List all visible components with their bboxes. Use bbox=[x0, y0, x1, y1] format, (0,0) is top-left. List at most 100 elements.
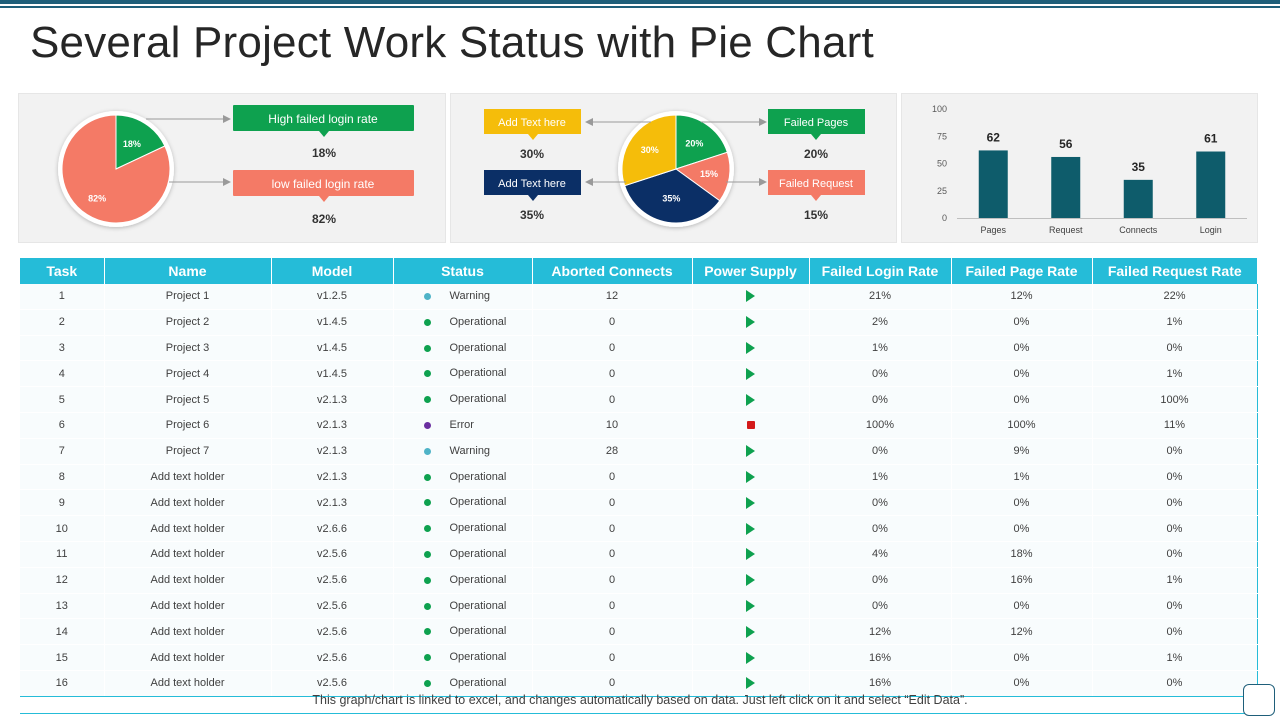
table-row[interactable]: 3 Project 3 v1.4.5 Operational 0 1% 0% 0% bbox=[20, 335, 1258, 362]
cell-power-supply bbox=[692, 284, 810, 310]
table-row[interactable]: 5 Project 5 v2.1.3 Operational 0 0% 0% 100% bbox=[20, 386, 1258, 413]
power-on-icon bbox=[746, 548, 755, 561]
cell-failed-request-rate: 1% bbox=[1092, 360, 1258, 388]
cell-failed-login-rate: 21% bbox=[809, 284, 952, 310]
table-row[interactable]: 2 Project 2 v1.4.5 Operational 0 2% 0% 1% bbox=[20, 309, 1258, 336]
cell-failed-request-rate: 0% bbox=[1092, 515, 1258, 542]
table-row[interactable]: 8 Add text holder v2.1.3 Operational 0 1% 1% 0% bbox=[20, 464, 1258, 491]
cell-name: Project 5 bbox=[104, 386, 272, 413]
col-header-status[interactable]: Status bbox=[393, 258, 533, 284]
bar-chart: 0 25 50 75 100 62 Pages 56 Request 35 Connects 61 L… bbox=[932, 104, 1247, 235]
cell-aborted-connects: 0 bbox=[532, 670, 693, 697]
table-row[interactable]: 15 Add text holder v2.5.6 Operational 0 16% 0%… bbox=[20, 644, 1258, 671]
callout-pointer bbox=[319, 196, 329, 202]
bar-value-label: 56 bbox=[1059, 137, 1073, 151]
table-row[interactable]: 14 Add text holder v2.5.6 Operational 0 12% 12… bbox=[20, 618, 1258, 646]
cell-power-supply bbox=[692, 644, 810, 671]
table-row[interactable]: 13 Add text holder v2.5.6 Operational 0 0% 0% 0… bbox=[20, 593, 1258, 620]
cell-aborted-connects: 0 bbox=[532, 335, 693, 362]
col-header-power-supply[interactable]: Power Supply bbox=[692, 258, 810, 284]
cell-name: Project 2 bbox=[104, 309, 272, 336]
power-on-icon bbox=[746, 625, 755, 638]
bar-value-label: 61 bbox=[1204, 132, 1218, 146]
col-header-aborted-connects[interactable]: Aborted Connects bbox=[532, 258, 693, 284]
table-row[interactable]: 10 Add text holder v2.6.6 Operational 0 0% 0% 0… bbox=[20, 515, 1258, 542]
col-header-model[interactable]: Model bbox=[271, 258, 394, 284]
cell-failed-page-rate: 18% bbox=[951, 541, 1093, 568]
failure-pie-slice-2 bbox=[624, 168, 721, 224]
cell-power-supply bbox=[692, 335, 810, 362]
cell-status: Operational bbox=[393, 464, 533, 491]
power-on-icon bbox=[746, 651, 755, 664]
cell-model: v1.2.5 bbox=[271, 284, 394, 310]
status-dot-icon bbox=[423, 550, 431, 558]
cell-failed-request-rate: 1% bbox=[1092, 567, 1258, 594]
cell-task: 1 bbox=[20, 284, 105, 310]
status-dot-icon bbox=[423, 525, 431, 533]
status-text: Operational bbox=[449, 470, 507, 483]
cell-task: 7 bbox=[20, 438, 105, 465]
login-pie-chart: 18% 82% High failed login rate 18% low fa… bbox=[58, 105, 414, 227]
status-text: Operational bbox=[449, 341, 507, 354]
col-header-failed-request-rate[interactable]: Failed Request Rate bbox=[1092, 258, 1257, 284]
cell-model: v2.1.3 bbox=[271, 412, 394, 439]
power-on-icon bbox=[746, 574, 755, 587]
cell-task: 9 bbox=[20, 489, 105, 517]
cell-status: Operational bbox=[393, 618, 533, 646]
bar-connects bbox=[1123, 179, 1153, 218]
power-on-icon bbox=[746, 316, 755, 329]
callout-value-pages: 20% bbox=[804, 147, 828, 161]
cell-status: Warning bbox=[393, 284, 533, 310]
status-text: Operational bbox=[449, 625, 507, 638]
cell-task: 10 bbox=[20, 515, 105, 542]
cell-model: v1.4.5 bbox=[271, 309, 394, 336]
status-dot-icon bbox=[423, 421, 431, 429]
power-on-icon bbox=[746, 600, 755, 612]
power-on-icon bbox=[746, 393, 755, 406]
cell-status: Operational bbox=[393, 644, 533, 671]
cell-model: v2.5.6 bbox=[271, 567, 394, 594]
callout-pointer bbox=[528, 134, 538, 140]
col-header-failed-login-rate[interactable]: Failed Login Rate bbox=[809, 258, 952, 284]
table-bottom-line bbox=[20, 713, 1257, 714]
cell-status: Error bbox=[393, 412, 533, 439]
cell-power-supply bbox=[692, 670, 810, 697]
col-header-name[interactable]: Name bbox=[104, 258, 272, 284]
col-header-task[interactable]: Task bbox=[20, 258, 105, 284]
cell-failed-login-rate: 0% bbox=[809, 593, 952, 620]
cell-failed-page-rate: 1% bbox=[951, 464, 1093, 491]
cell-name: Add text holder bbox=[104, 489, 272, 517]
status-dot-icon bbox=[423, 602, 431, 610]
cell-model: v2.5.6 bbox=[271, 670, 394, 697]
cell-model: v2.1.3 bbox=[271, 464, 394, 491]
status-dot-icon bbox=[423, 293, 431, 300]
cell-name: Project 3 bbox=[104, 335, 272, 362]
cell-model: v2.1.3 bbox=[271, 438, 394, 465]
callout-box-yellow bbox=[484, 109, 581, 134]
table-row[interactable]: 12 Add text holder v2.5.6 Operational 0 0% 16%… bbox=[20, 567, 1258, 594]
table-row[interactable]: 7 Project 7 v2.1.3 Warning 28 0% 9% 0% bbox=[20, 438, 1258, 465]
table-row[interactable]: 9 Add text holder v2.1.3 Operational 0 0% 0% 0% bbox=[20, 489, 1258, 517]
table-row[interactable]: 6 Project 6 v2.1.3 Error 10 100% 100% 11% bbox=[20, 412, 1258, 439]
callout-pointer bbox=[811, 195, 821, 201]
cell-task: 4 bbox=[20, 360, 105, 388]
table-row[interactable]: 11 Add text holder v2.5.6 Operational 0 4% 18%… bbox=[20, 541, 1258, 568]
cell-failed-login-rate: 0% bbox=[809, 438, 952, 465]
cell-aborted-connects: 0 bbox=[532, 618, 693, 646]
cell-task: 8 bbox=[20, 464, 105, 491]
cell-name: Add text holder bbox=[104, 644, 272, 671]
cell-task: 11 bbox=[20, 541, 105, 568]
status-dot-icon bbox=[423, 370, 431, 378]
footer-note: This graph/chart is linked to excel, and… bbox=[312, 693, 968, 707]
table-row[interactable]: 16 Add text holder v2.5.6 Operational 0 16% 0%… bbox=[20, 670, 1258, 697]
failure-pie-slice-label-3: 30% bbox=[641, 145, 659, 155]
col-header-failed-page-rate[interactable]: Failed Page Rate bbox=[951, 258, 1093, 284]
cell-model: v1.4.5 bbox=[271, 335, 394, 362]
cell-aborted-connects: 0 bbox=[532, 309, 693, 336]
cell-failed-page-rate: 9% bbox=[951, 438, 1093, 465]
bar-request bbox=[1051, 156, 1081, 218]
cell-aborted-connects: 0 bbox=[532, 386, 693, 413]
status-dot-icon bbox=[423, 576, 431, 584]
table-row[interactable]: 1 Project 1 v1.2.5 Warning 12 21% 12% 22% bbox=[20, 284, 1258, 310]
table-row[interactable]: 4 Project 4 v1.4.5 Operational 0 0% 0% 1% bbox=[20, 360, 1258, 388]
